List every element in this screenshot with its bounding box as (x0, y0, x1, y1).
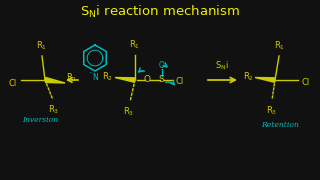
Text: Cl: Cl (9, 78, 17, 87)
Text: R$_2$: R$_2$ (66, 72, 77, 84)
Text: R$_3$: R$_3$ (48, 103, 60, 116)
Polygon shape (255, 78, 275, 82)
Text: N: N (92, 73, 98, 82)
Text: S$_\mathregular{N}$i reaction mechanism: S$_\mathregular{N}$i reaction mechanism (80, 4, 240, 20)
Polygon shape (115, 78, 135, 82)
Text: R$_2$: R$_2$ (102, 71, 113, 83)
Text: Cl: Cl (175, 76, 183, 86)
Text: R$_3$: R$_3$ (266, 104, 278, 116)
Text: Inversion: Inversion (22, 116, 58, 124)
Text: :: : (89, 66, 92, 75)
Text: Cl: Cl (301, 78, 309, 87)
Text: R$_1$: R$_1$ (130, 39, 140, 51)
Text: O: O (159, 60, 164, 69)
Polygon shape (45, 78, 65, 83)
Text: S: S (159, 75, 164, 84)
Text: R$_2$: R$_2$ (243, 71, 254, 83)
Text: Retention: Retention (261, 121, 299, 129)
Text: R$_1$: R$_1$ (36, 39, 47, 52)
Text: S$_\mathregular{N}$i: S$_\mathregular{N}$i (215, 60, 229, 72)
Text: R$_3$: R$_3$ (124, 105, 135, 118)
Text: O: O (143, 75, 150, 84)
Text: R$_1$: R$_1$ (275, 39, 285, 52)
